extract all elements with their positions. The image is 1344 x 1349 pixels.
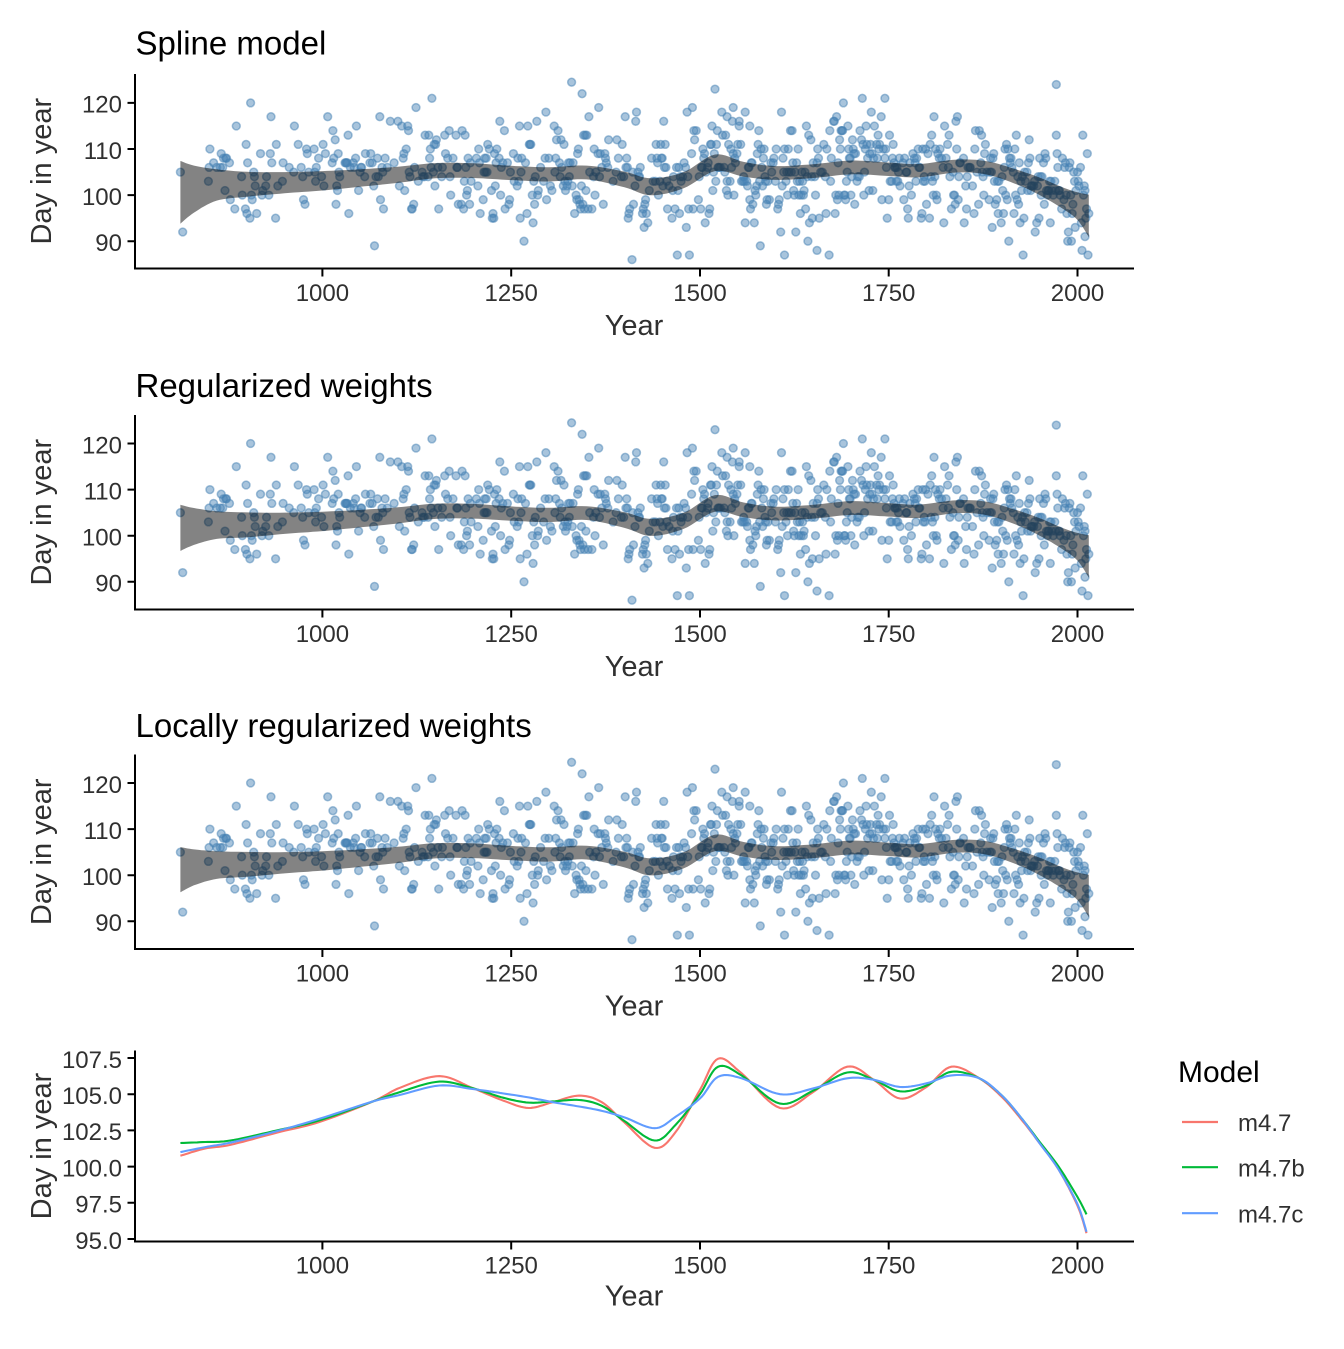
svg-text:90: 90 bbox=[95, 571, 122, 598]
svg-text:107.5: 107.5 bbox=[62, 1047, 122, 1074]
svg-text:102.5: 102.5 bbox=[62, 1119, 122, 1146]
svg-text:2000: 2000 bbox=[1051, 1253, 1104, 1280]
svg-text:100: 100 bbox=[82, 525, 122, 552]
svg-text:1750: 1750 bbox=[862, 1253, 915, 1280]
svg-text:Year: Year bbox=[605, 310, 664, 342]
svg-text:100: 100 bbox=[82, 864, 122, 891]
svg-text:Year: Year bbox=[605, 991, 664, 1023]
svg-text:1250: 1250 bbox=[485, 280, 538, 307]
svg-text:1500: 1500 bbox=[673, 621, 726, 648]
svg-text:90: 90 bbox=[95, 910, 122, 937]
svg-text:Locally regularized weights: Locally regularized weights bbox=[136, 707, 532, 744]
svg-text:97.5: 97.5 bbox=[75, 1192, 122, 1219]
svg-text:2000: 2000 bbox=[1051, 280, 1104, 307]
svg-text:1000: 1000 bbox=[296, 1253, 349, 1280]
svg-text:Model: Model bbox=[1178, 1056, 1260, 1089]
svg-text:1250: 1250 bbox=[485, 1253, 538, 1280]
svg-text:100: 100 bbox=[82, 184, 122, 211]
svg-text:1250: 1250 bbox=[485, 621, 538, 648]
svg-text:m4.7: m4.7 bbox=[1238, 1110, 1291, 1137]
svg-text:95.0: 95.0 bbox=[75, 1228, 122, 1255]
svg-text:1750: 1750 bbox=[862, 280, 915, 307]
svg-text:1000: 1000 bbox=[296, 621, 349, 648]
svg-text:2000: 2000 bbox=[1051, 961, 1104, 988]
svg-text:105.0: 105.0 bbox=[62, 1083, 122, 1110]
svg-text:1000: 1000 bbox=[296, 961, 349, 988]
svg-text:Day in year: Day in year bbox=[26, 778, 58, 925]
svg-text:1750: 1750 bbox=[862, 961, 915, 988]
svg-text:120: 120 bbox=[82, 432, 122, 459]
svg-text:Day in year: Day in year bbox=[26, 439, 58, 586]
svg-text:Year: Year bbox=[605, 651, 664, 683]
svg-text:100.0: 100.0 bbox=[62, 1155, 122, 1182]
svg-text:2000: 2000 bbox=[1051, 621, 1104, 648]
svg-text:Day in year: Day in year bbox=[26, 98, 58, 245]
svg-text:110: 110 bbox=[84, 138, 122, 165]
svg-text:90: 90 bbox=[95, 230, 122, 257]
svg-text:m4.7c: m4.7c bbox=[1238, 1201, 1303, 1228]
svg-text:110: 110 bbox=[84, 818, 122, 845]
svg-text:110: 110 bbox=[84, 478, 122, 505]
svg-text:120: 120 bbox=[82, 772, 122, 799]
svg-text:Regularized weights: Regularized weights bbox=[136, 367, 433, 404]
svg-text:1500: 1500 bbox=[673, 1253, 726, 1280]
svg-text:1750: 1750 bbox=[862, 621, 915, 648]
svg-text:1500: 1500 bbox=[673, 280, 726, 307]
svg-text:Year: Year bbox=[605, 1281, 664, 1313]
svg-text:m4.7b: m4.7b bbox=[1238, 1155, 1305, 1182]
svg-text:Day in year: Day in year bbox=[26, 1072, 58, 1219]
svg-text:Spline model: Spline model bbox=[136, 25, 327, 62]
svg-text:1000: 1000 bbox=[296, 280, 349, 307]
svg-text:120: 120 bbox=[82, 92, 122, 119]
svg-text:1500: 1500 bbox=[673, 961, 726, 988]
svg-text:1250: 1250 bbox=[485, 961, 538, 988]
